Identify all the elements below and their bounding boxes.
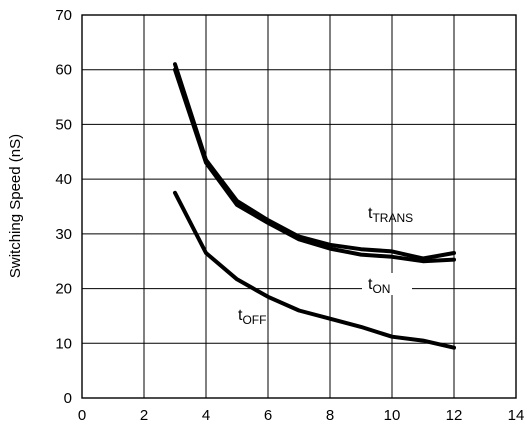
- y-tick-label: 70: [55, 7, 72, 24]
- x-tick-label: 4: [202, 407, 210, 424]
- series-line-tTRANS: [173, 62, 456, 261]
- series-line-tON: [173, 67, 456, 264]
- x-tick-label: 8: [326, 407, 334, 424]
- series-label-bg: [362, 273, 412, 295]
- y-tick-label: 60: [55, 62, 72, 79]
- series-line-tOFF: [173, 190, 456, 350]
- x-tick-label: 14: [508, 407, 525, 424]
- x-tick-label: 10: [384, 407, 401, 424]
- series-label-tON: tON: [368, 276, 390, 296]
- y-tick-label: 10: [55, 335, 72, 352]
- plot-frame: [81, 14, 517, 399]
- y-tick-label: 40: [55, 171, 72, 188]
- y-tick-label: 50: [55, 116, 72, 133]
- y-tick-labels: 0 10 20 30 40 50 60 70: [55, 7, 72, 407]
- series-labels: tTRANS tON tOFF: [238, 205, 413, 327]
- series-lines: [173, 62, 456, 350]
- series-label-tOFF: tOFF: [238, 307, 266, 327]
- y-tick-label: 30: [55, 226, 72, 243]
- x-tick-label: 12: [446, 407, 463, 424]
- x-tick-labels: 0 2 4 6 8 10 12 14: [78, 407, 525, 424]
- grid-lines: [82, 15, 516, 398]
- x-tick-label: 0: [78, 407, 86, 424]
- y-tick-label: 0: [64, 390, 72, 407]
- x-tick-label: 2: [140, 407, 148, 424]
- x-tick-label: 6: [264, 407, 272, 424]
- y-axis-label: Switching Speed (nS): [7, 134, 24, 278]
- series-label-tTRANS: tTRANS: [368, 205, 413, 225]
- y-tick-label: 20: [55, 281, 72, 298]
